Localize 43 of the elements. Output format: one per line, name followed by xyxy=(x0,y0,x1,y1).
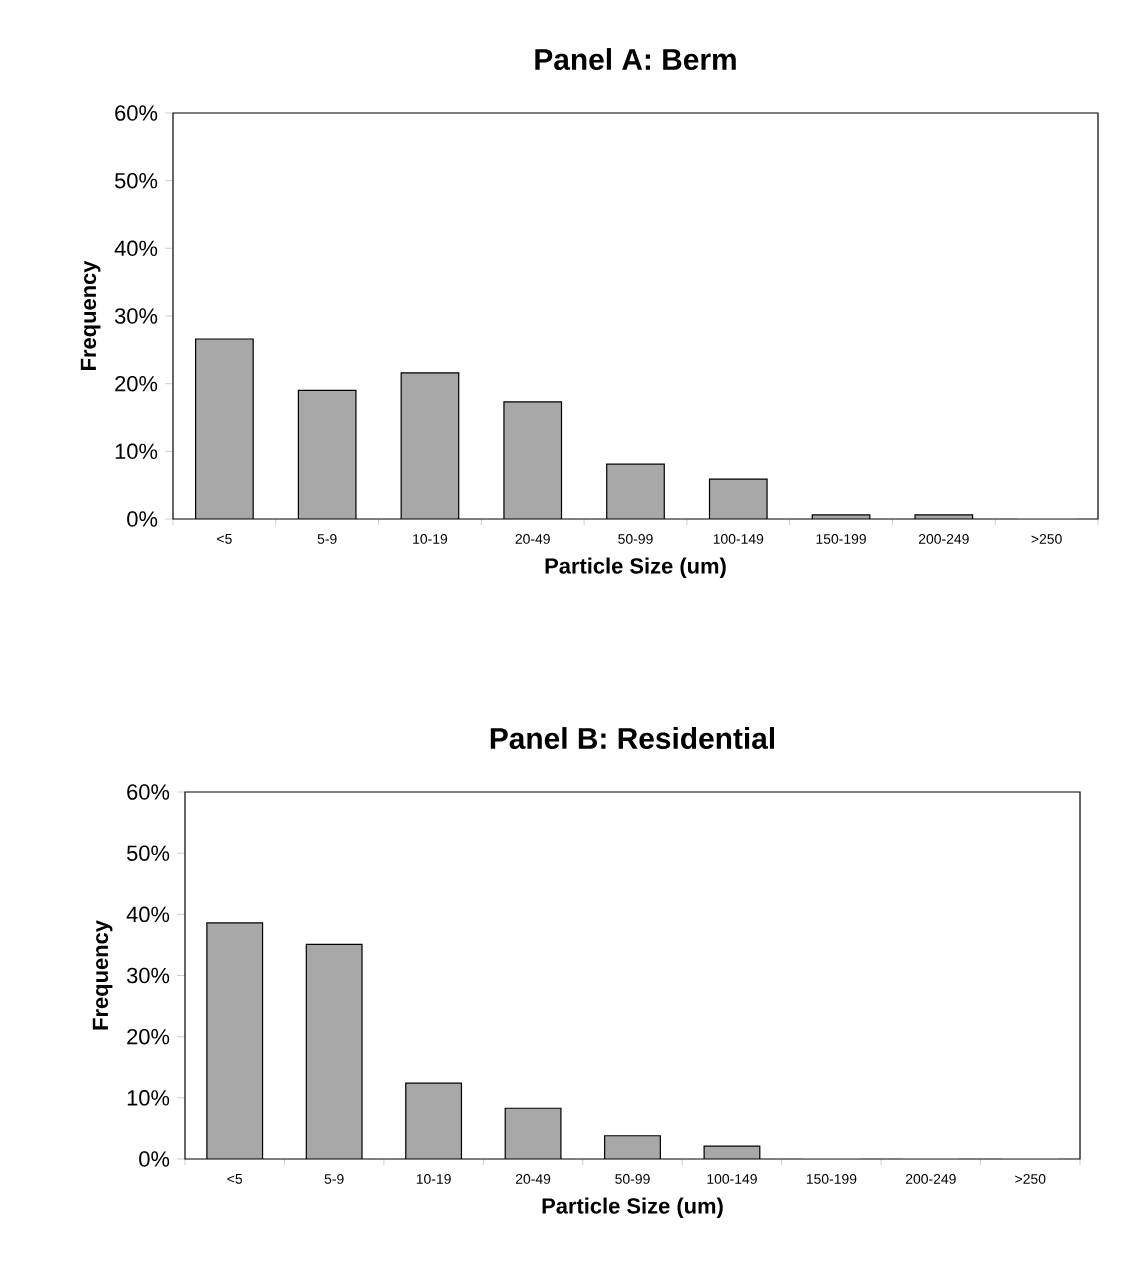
y-tick-label: 10% xyxy=(115,443,158,460)
y-tick-label: 20% xyxy=(115,375,158,392)
x-tick-label: 200-249 xyxy=(918,534,969,544)
y-tick-label: 30% xyxy=(126,967,170,984)
x-tick-label: 5-9 xyxy=(317,534,337,544)
y-tick-label: 40% xyxy=(114,240,158,257)
bar xyxy=(604,1135,661,1159)
x-tick-label: 200-249 xyxy=(905,1174,956,1184)
bar xyxy=(305,943,363,1159)
chart-title: Panel A: Berm xyxy=(535,48,736,70)
y-tick-label: 20% xyxy=(127,1028,170,1045)
chart-title: Panel B: Residential xyxy=(490,727,775,749)
y-tick-label: 40% xyxy=(126,906,170,923)
x-tick-label: 50-99 xyxy=(618,534,653,544)
bar xyxy=(504,1107,562,1159)
x-tick-label: 150-199 xyxy=(816,534,866,544)
x-tick-label: >250 xyxy=(1015,1174,1046,1184)
y-tick-label: 10% xyxy=(127,1090,170,1106)
x-tick-label: 20-49 xyxy=(515,1174,551,1184)
x-tick-label: 150-199 xyxy=(806,1174,857,1184)
y-tick-label: 50% xyxy=(127,845,170,861)
x-tick-label: <5 xyxy=(227,1174,243,1184)
y-tick-label: 60% xyxy=(115,105,158,121)
x-tick-label: >250 xyxy=(1031,534,1062,544)
x-tick-label: 10-19 xyxy=(416,1174,451,1184)
bar xyxy=(206,922,264,1159)
x-tick-label: 5-9 xyxy=(324,1174,344,1184)
bar xyxy=(405,1082,463,1159)
x-axis-title: Particle Size (um) xyxy=(542,1197,723,1218)
x-tick-label: 10-19 xyxy=(413,534,448,544)
x-tick-label: 100-149 xyxy=(707,1174,757,1184)
y-tick-label: 50% xyxy=(115,172,158,189)
y-axis-title: Frequency xyxy=(92,920,113,1030)
x-tick-label: 50-99 xyxy=(615,1174,650,1184)
x-axis-title: Particle Size (um) xyxy=(545,557,726,578)
y-axis-title: Frequency xyxy=(80,260,101,370)
y-tick-label: 0% xyxy=(127,511,158,527)
x-tick-label: <5 xyxy=(217,534,232,544)
x-tick-label: 20-49 xyxy=(515,534,550,544)
x-tick-label: 100-149 xyxy=(713,534,764,544)
y-tick-label: 60% xyxy=(127,784,170,800)
y-tick-label: 0% xyxy=(139,1151,170,1167)
y-tick-label: 30% xyxy=(114,308,158,324)
